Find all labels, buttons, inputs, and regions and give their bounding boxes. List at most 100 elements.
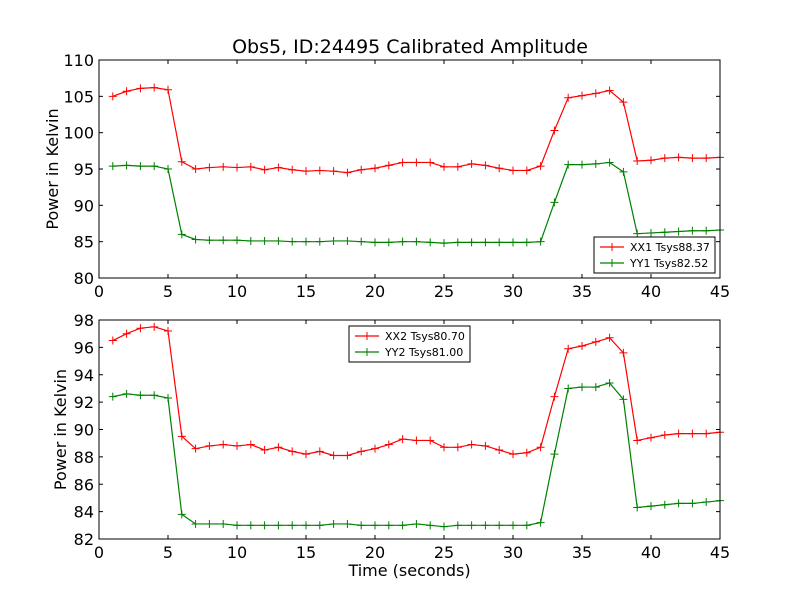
data-point: [329, 236, 338, 245]
data-point: [219, 519, 228, 528]
data-point: [536, 443, 545, 452]
y-tick-label: 85: [74, 233, 94, 252]
data-point: [164, 326, 172, 335]
data-point: [398, 435, 407, 444]
x-tick-label: 20: [365, 282, 385, 301]
data-point: [481, 441, 490, 450]
y-tick-label: 96: [74, 338, 94, 357]
data-point: [108, 336, 117, 345]
data-point: [591, 89, 600, 98]
legend-label: XX2 Tsys80.70: [385, 330, 465, 343]
data-point: [633, 436, 642, 445]
data-point: [246, 440, 255, 449]
data-point: [619, 167, 628, 176]
data-point: [108, 392, 117, 401]
data-point: [633, 157, 642, 166]
data-point: [371, 521, 379, 530]
data-point: [177, 157, 186, 166]
data-point: [674, 429, 683, 438]
y-tick-label: 95: [74, 160, 94, 179]
data-point: [343, 236, 352, 245]
data-point: [219, 162, 228, 171]
y-axis-label: Power in Kelvin: [43, 108, 62, 229]
data-point: [564, 344, 573, 353]
data-point: [357, 237, 366, 246]
data-point: [136, 324, 145, 333]
data-point: [412, 519, 421, 528]
data-point: [578, 160, 586, 169]
legend-label: YY1 Tsys82.52: [629, 257, 708, 270]
data-point: [522, 238, 531, 247]
data-point: [647, 502, 655, 511]
data-point: [136, 391, 145, 400]
legend: XX1 Tsys88.37 YY1 Tsys82.52: [593, 236, 716, 274]
data-point: [136, 162, 145, 171]
data-point: [453, 521, 462, 530]
data-point: [288, 521, 297, 530]
data-point: [412, 158, 421, 167]
data-point: [702, 226, 711, 235]
data-point: [412, 237, 421, 246]
x-tick-label: 15: [296, 282, 316, 301]
legend-label: XX1 Tsys88.37: [630, 241, 710, 254]
data-point: [495, 164, 504, 173]
data-point: [384, 440, 393, 449]
data-point: [660, 228, 669, 237]
data-point: [522, 166, 531, 175]
y-tick-label: 90: [74, 196, 94, 215]
y-tick-label: 100: [63, 124, 94, 143]
data-point: [315, 447, 324, 456]
data-point: [122, 329, 131, 338]
data-point: [343, 168, 352, 177]
data-point: [357, 165, 366, 174]
data-point: [398, 158, 407, 167]
data-point: [384, 238, 393, 247]
data-point: [660, 154, 669, 163]
x-tick-label: 30: [503, 282, 523, 301]
data-point: [688, 499, 697, 508]
data-point: [702, 498, 711, 507]
data-point: [219, 440, 228, 449]
x-tick-label: 15: [296, 543, 316, 562]
data-point: [550, 450, 559, 459]
data-point: [260, 165, 269, 174]
data-point: [467, 159, 476, 168]
data-point: [426, 238, 435, 247]
data-point: [495, 446, 504, 455]
data-point: [274, 236, 283, 245]
x-tick-label: 45: [710, 282, 730, 301]
data-point: [233, 163, 241, 172]
chart-title: Obs5, ID:24495 Calibrated Amplitude: [232, 36, 588, 58]
x-tick-label: 0: [94, 282, 104, 301]
data-point: [288, 165, 297, 174]
data-point: [357, 447, 366, 456]
data-point: [591, 337, 600, 346]
data-point: [674, 227, 683, 236]
data-point: [343, 519, 352, 528]
data-point: [177, 230, 186, 239]
data-point: [246, 236, 255, 245]
x-tick-label: 35: [572, 543, 592, 562]
y-tick-label: 92: [74, 393, 94, 412]
y-tick-label: 88: [74, 448, 94, 467]
data-point: [481, 521, 490, 530]
data-point: [343, 451, 352, 460]
x-tick-label: 35: [572, 282, 592, 301]
y-tick-label: 80: [74, 269, 94, 288]
legend-box: [348, 325, 471, 363]
data-point: [398, 521, 407, 530]
data-point: [578, 383, 586, 392]
data-point: [619, 348, 628, 357]
data-point: [674, 499, 683, 508]
data-point: [509, 166, 517, 175]
data-point: [357, 521, 366, 530]
data-point: [536, 162, 545, 171]
data-point: [177, 510, 186, 519]
data-point: [564, 160, 573, 169]
data-point: [509, 450, 517, 459]
data-point: [233, 521, 241, 530]
data-point: [371, 164, 379, 173]
data-point: [302, 521, 310, 530]
data-point: [205, 236, 214, 245]
